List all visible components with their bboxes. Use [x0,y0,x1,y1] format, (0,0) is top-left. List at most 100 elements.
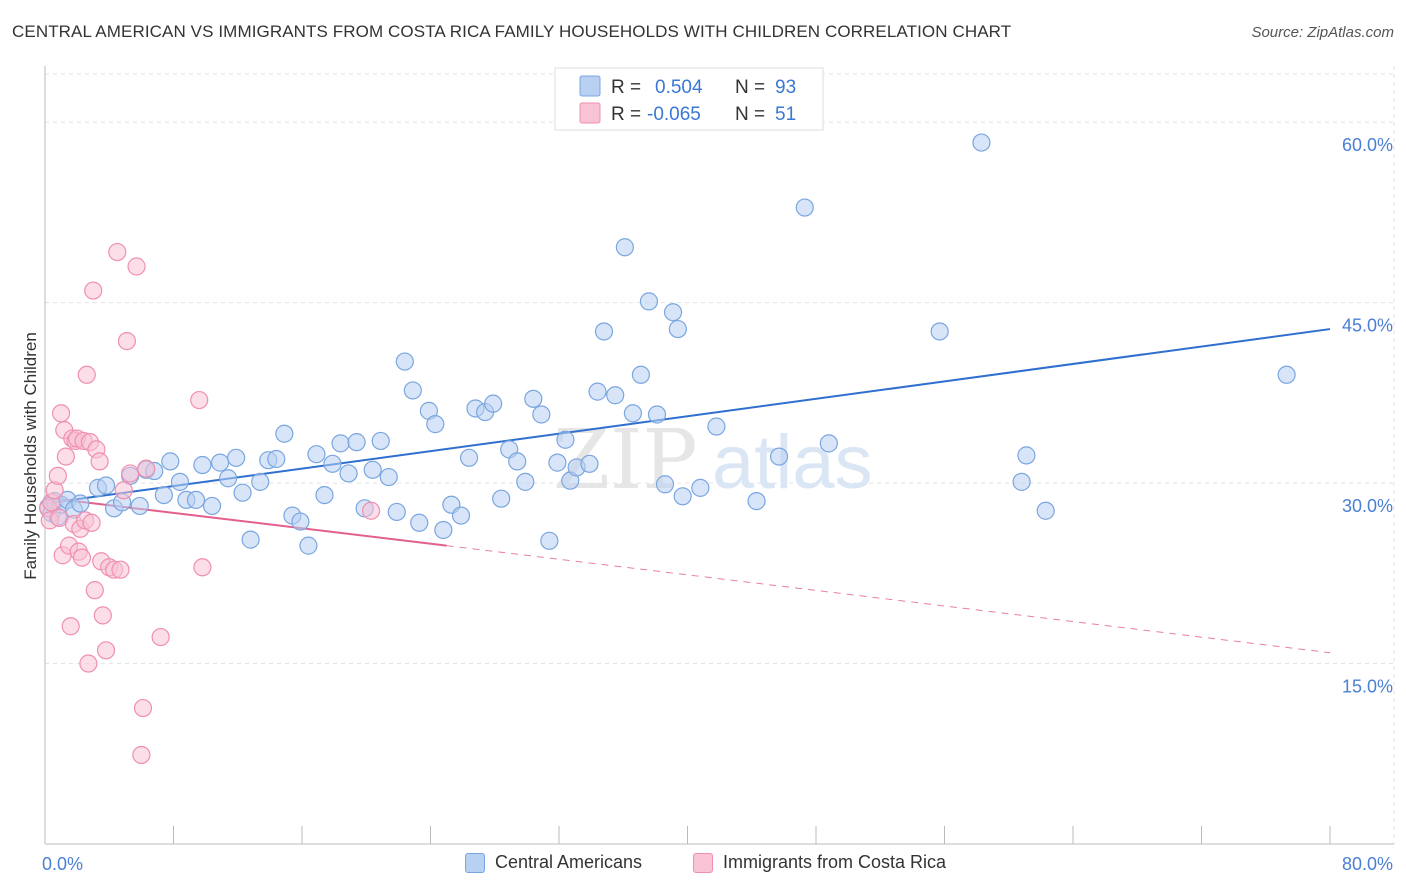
legend-swatch-blue [579,75,601,97]
point-central-americans [219,469,238,488]
point-central-americans [403,381,422,400]
point-central-americans [484,394,503,413]
y-axis-label: Family Households with Children [21,332,40,580]
legend-r-value-2: -0.065 [647,104,701,125]
legend-n-label-2: N = [735,104,765,125]
point-central-americans [673,487,692,506]
point-central-americans [193,455,212,475]
point-costa-rica [72,548,92,567]
point-central-americans [323,454,342,473]
point-costa-rica [108,242,127,262]
point-central-americans [1012,472,1031,491]
x-tick-label-max: 80.0% [1342,854,1393,874]
legend-swatch-costa-rica [693,852,713,873]
watermark: ZIP atlas [553,413,873,508]
point-costa-rica [114,481,133,500]
point-central-americans [387,502,406,522]
point-central-americans [331,434,350,453]
point-central-americans [267,449,286,469]
legend-label-costa-rica: Immigrants from Costa Rica [723,852,947,872]
legend-swatch-pink [579,102,601,124]
legend-n-value-2: 51 [775,104,796,125]
point-central-americans [594,322,614,341]
point-costa-rica [361,501,381,520]
point-central-americans [930,322,949,341]
point-central-americans [707,417,726,436]
point-central-americans [691,478,710,497]
point-central-americans [1277,365,1296,384]
point-central-americans [606,386,625,405]
point-central-americans [492,489,511,508]
point-central-americans [972,133,991,152]
point-central-americans [410,513,429,532]
point-central-americans [186,490,206,510]
point-central-americans [275,424,294,443]
point-central-americans [631,365,651,384]
point-central-americans [154,485,173,505]
point-central-americans [347,433,366,452]
source-label: Source: ZipAtlas.com [1251,24,1394,41]
point-central-americans [548,453,567,472]
point-central-americans [668,319,687,339]
point-costa-rica [51,404,71,423]
legend-swatch-central-americans [465,852,485,873]
point-central-americans [379,467,398,487]
point-central-americans [663,303,683,322]
point-central-americans [747,492,766,511]
point-central-americans [540,531,559,550]
point-central-americans [130,496,149,516]
legend-n-value-1: 93 [775,77,796,98]
point-costa-rica [56,447,75,466]
point-costa-rica [151,627,170,647]
point-central-americans [451,506,471,525]
point-central-americans [210,453,230,472]
point-costa-rica [48,466,67,485]
point-central-americans [395,352,414,371]
legend-bottom: Central Americans Immigrants from Costa … [0,852,1406,876]
point-central-americans [96,476,116,495]
point-costa-rica [79,654,98,673]
point-costa-rica [85,581,104,600]
point-central-americans [639,292,659,311]
point-costa-rica [117,331,137,351]
point-central-americans [315,485,334,505]
legend-label-central-americans: Central Americans [495,852,643,872]
point-costa-rica [61,617,80,636]
point-central-americans [532,405,551,424]
y-tick-label: 45.0% [1342,316,1393,336]
point-central-americans [202,496,222,516]
point-costa-rica [90,452,109,471]
legend-r-value-1: 0.504 [655,77,703,98]
point-central-americans [161,452,180,471]
point-costa-rica [84,281,103,300]
point-costa-rica [111,560,130,579]
point-central-americans [588,382,607,401]
point-central-americans [1036,501,1055,520]
point-central-americans [241,530,260,549]
point-costa-rica [93,606,112,625]
point-central-americans [227,448,246,467]
point-central-americans [580,454,599,473]
point-central-americans [819,434,838,453]
point-central-americans [459,448,479,467]
axes: 15.0% 30.0% 45.0% 60.0% [44,66,1394,845]
point-central-americans [233,483,252,502]
point-central-americans [795,198,814,217]
point-central-americans [1017,446,1036,465]
x-tick-label-min: 0.0% [42,854,83,874]
legend-r-label-2: R = [611,104,641,125]
point-central-americans [524,389,543,408]
legend-item-costa-rica: Immigrants from Costa Rica [693,852,946,873]
point-central-americans [769,447,789,466]
point-costa-rica [82,513,101,532]
point-central-americans [426,415,445,434]
point-central-americans [71,494,90,513]
point-costa-rica [193,558,212,577]
y-tick-label: 60.0% [1342,135,1393,155]
point-costa-rica [137,459,156,478]
data-points [39,133,1296,765]
point-costa-rica [190,390,209,410]
chart-title: CENTRAL AMERICAN VS IMMIGRANTS FROM COST… [12,22,1012,41]
y-tick-label: 15.0% [1342,677,1393,697]
point-costa-rica [133,698,153,718]
